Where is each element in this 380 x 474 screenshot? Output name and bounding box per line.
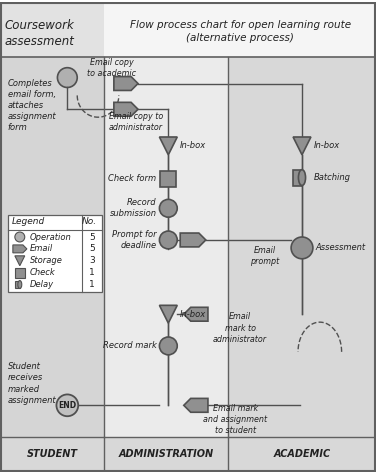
Text: Delay: Delay: [30, 280, 54, 289]
Text: ACADEMIC: ACADEMIC: [274, 449, 331, 459]
Polygon shape: [180, 233, 206, 247]
Text: Student
receives
marked
assignment: Student receives marked assignment: [8, 363, 57, 405]
Text: Check form: Check form: [108, 174, 157, 183]
Bar: [0, 2, 104, 57]
Text: Email copy
to academic: Email copy to academic: [87, 58, 136, 78]
Text: Flow process chart for open learning route
(alternative process): Flow process chart for open learning rou…: [130, 20, 351, 43]
Polygon shape: [160, 137, 177, 155]
Bar: [160, 171, 176, 186]
Text: 5: 5: [89, 245, 95, 254]
Polygon shape: [114, 102, 138, 116]
Text: Coursework
assessment: Coursework assessment: [5, 19, 75, 48]
Text: Operation: Operation: [30, 233, 71, 241]
Bar: [293, 170, 302, 185]
Circle shape: [57, 68, 77, 88]
Circle shape: [160, 200, 177, 217]
Bar: [15, 268, 25, 278]
Ellipse shape: [18, 281, 22, 289]
Text: No.: No.: [82, 217, 97, 226]
Circle shape: [291, 237, 313, 259]
Bar: [104, 2, 376, 57]
Text: Check: Check: [30, 268, 55, 277]
Text: Storage: Storage: [30, 256, 63, 265]
Text: 5: 5: [89, 233, 95, 241]
Circle shape: [160, 337, 177, 355]
Text: Record mark: Record mark: [103, 341, 157, 350]
Bar: [0, 57, 104, 437]
Text: ADMINISTRATION: ADMINISTRATION: [118, 449, 214, 459]
Polygon shape: [114, 77, 138, 91]
Bar: [104, 57, 228, 437]
Text: Batching: Batching: [314, 173, 351, 182]
Text: Assessment: Assessment: [316, 243, 366, 252]
Bar: [0, 437, 376, 472]
Text: Legend: Legend: [12, 217, 45, 226]
Circle shape: [160, 231, 177, 249]
Bar: [8, 215, 102, 292]
Polygon shape: [184, 307, 208, 321]
Text: Email
mark to
administrator: Email mark to administrator: [213, 312, 267, 344]
Text: END: END: [58, 401, 76, 410]
Ellipse shape: [298, 170, 306, 185]
Text: Prompt for
deadline: Prompt for deadline: [112, 230, 157, 250]
Circle shape: [57, 394, 78, 416]
Polygon shape: [15, 256, 25, 266]
Bar: [228, 57, 376, 437]
Text: Email mark
and assignment
to student: Email mark and assignment to student: [203, 403, 267, 435]
Bar: [15, 281, 20, 289]
Text: Record
submission: Record submission: [109, 198, 157, 219]
Text: Email
prompt: Email prompt: [250, 246, 280, 266]
Text: STUDENT: STUDENT: [27, 449, 78, 459]
Polygon shape: [184, 398, 208, 412]
Text: 3: 3: [89, 256, 95, 265]
Text: Completes
email form,
attaches
assignment
form: Completes email form, attaches assignmen…: [8, 79, 57, 132]
Circle shape: [15, 232, 25, 242]
Text: Email copy to
administrator: Email copy to administrator: [109, 112, 163, 132]
Text: 1: 1: [89, 280, 95, 289]
Polygon shape: [293, 137, 311, 155]
Text: In-box: In-box: [180, 141, 206, 150]
Text: Email: Email: [30, 245, 53, 254]
Text: In-box: In-box: [180, 310, 206, 319]
Text: 1: 1: [89, 268, 95, 277]
Text: In-box: In-box: [314, 141, 340, 150]
Polygon shape: [13, 245, 27, 253]
Polygon shape: [160, 305, 177, 323]
